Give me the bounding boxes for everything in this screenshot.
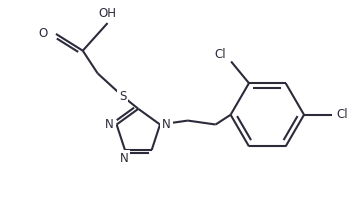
Text: Cl: Cl bbox=[215, 47, 226, 60]
Text: N: N bbox=[105, 118, 114, 131]
Text: Cl: Cl bbox=[337, 108, 348, 121]
Text: OH: OH bbox=[99, 7, 117, 20]
Text: N: N bbox=[162, 118, 171, 131]
Text: S: S bbox=[119, 89, 126, 102]
Text: N: N bbox=[120, 152, 128, 165]
Text: O: O bbox=[39, 27, 48, 40]
